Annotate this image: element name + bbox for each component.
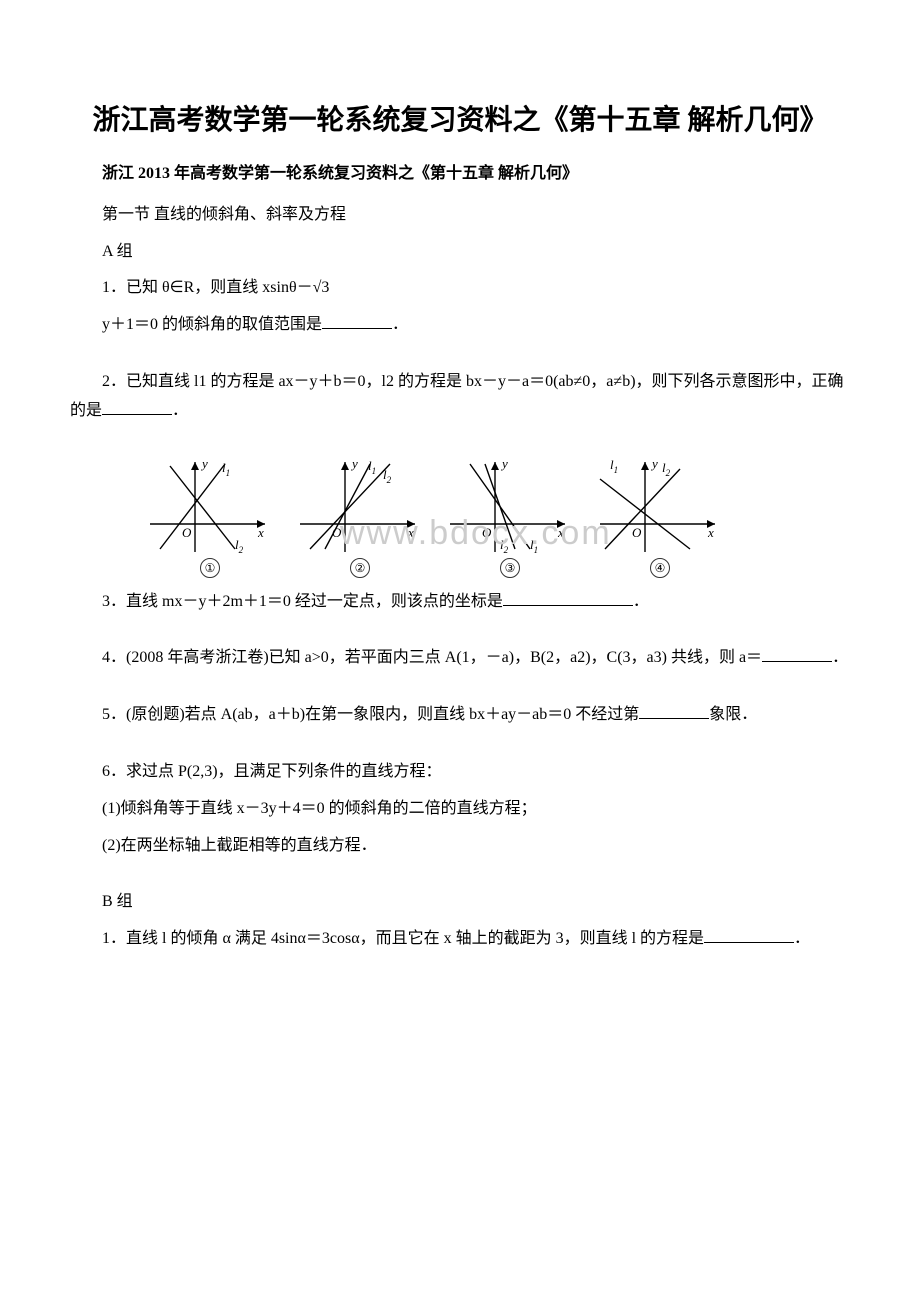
q1-text: y＋1＝0 的倾斜角的取值范围是 <box>102 316 322 333</box>
y-label: y <box>500 456 508 471</box>
qb1-end: ． <box>794 930 810 947</box>
q4-body: 4．(2008 年高考浙江卷)已知 a>0，若平面内三点 A(1，－a)，B(2… <box>102 649 762 666</box>
subfigure-1: y x O l1 l2 ① <box>140 454 280 578</box>
q5-end: 象限． <box>709 706 757 723</box>
question-3: 3．直线 mx－y＋2m＋1＝0 经过一定点，则该点的坐标是 ． <box>70 588 850 617</box>
document-page: 浙江高考数学第一轮系统复习资料之《第十五章 解析几何》 浙江 2013 年高考数… <box>0 0 920 1022</box>
question-6-2-group: (2)在两坐标轴上截距相等的直线方程． <box>70 832 850 861</box>
origin-label: O <box>482 525 492 540</box>
l2-label: l2 <box>383 467 392 485</box>
qb1-body: 1．直线 l 的倾角 α 满足 4sinα＝3cosα，而且它在 x 轴上的截距… <box>102 930 704 947</box>
diagram-3: y x O l2 l1 <box>440 454 580 554</box>
question-2: 2．已知直线 l1 的方程是 ax－y＋b＝0，l2 的方程是 bx－y－a＝0… <box>70 368 850 426</box>
circled-4: ④ <box>650 558 670 578</box>
diagram-4: y x O l1 l2 <box>590 454 730 554</box>
x-label: x <box>407 525 414 540</box>
blank <box>639 702 709 719</box>
y-label: y <box>650 456 658 471</box>
q2-text: 2．已知直线 l1 的方程是 ax－y＋b＝0，l2 的方程是 bx－y－a＝0… <box>70 368 850 426</box>
q3-body: 3．直线 mx－y＋2m＋1＝0 经过一定点，则该点的坐标是 <box>102 593 503 610</box>
diagram-1: y x O l1 l2 <box>140 454 280 554</box>
question-6: 6．求过点 P(2,3)，且满足下列条件的直线方程： <box>70 758 850 787</box>
main-title: 浙江高考数学第一轮系统复习资料之《第十五章 解析几何》 <box>70 100 850 142</box>
l2-label: l2 <box>235 537 244 554</box>
y-label: y <box>350 456 358 471</box>
q3-end: ． <box>633 593 649 610</box>
l1-label: l1 <box>368 458 376 476</box>
section-heading: 第一节 直线的倾斜角、斜率及方程 <box>70 201 850 230</box>
x-label: x <box>557 525 564 540</box>
question-1: 1．已知 θ∈R，则直线 xsinθ－√3 y＋1＝0 的倾斜角的取值范围是 ． <box>70 274 850 340</box>
group-b-label: B 组 <box>70 888 850 917</box>
blank <box>762 645 832 662</box>
origin-label: O <box>632 525 642 540</box>
x-label: x <box>707 525 714 540</box>
q4-text: 4．(2008 年高考浙江卷)已知 a>0，若平面内三点 A(1，－a)，B(2… <box>70 644 850 673</box>
group-a-label: A 组 <box>70 238 850 267</box>
q5-body: 5．(原创题)若点 A(ab，a＋b)在第一象限内，则直线 bx＋ay－ab＝0… <box>102 706 639 723</box>
l2-label: l2 <box>500 537 509 554</box>
origin-label: O <box>182 525 192 540</box>
q1-line2: y＋1＝0 的倾斜角的取值范围是 ． <box>70 311 850 340</box>
q1-line1: 1．已知 θ∈R，则直线 xsinθ－√3 <box>70 274 850 303</box>
l1-label: l1 <box>222 460 230 478</box>
blank <box>503 589 633 606</box>
l1-label: l1 <box>610 457 618 475</box>
q3-text: 3．直线 mx－y＋2m＋1＝0 经过一定点，则该点的坐标是 ． <box>70 588 850 617</box>
blank <box>704 926 794 943</box>
question-b1: 1．直线 l 的倾角 α 满足 4sinα＝3cosα，而且它在 x 轴上的截距… <box>70 925 850 954</box>
subfigure-3: y x O l2 l1 ③ <box>440 454 580 578</box>
y-label: y <box>200 456 208 471</box>
figure-row: www.bdocx.com y x O l1 l2 ① <box>140 454 850 578</box>
circled-1: ① <box>200 558 220 578</box>
blank <box>102 398 172 415</box>
question-6-1: (1)倾斜角等于直线 x－3y＋4＝0 的倾斜角的二倍的直线方程； <box>70 795 850 824</box>
subtitle: 浙江 2013 年高考数学第一轮系统复习资料之《第十五章 解析几何》 <box>70 160 850 189</box>
blank <box>322 312 392 329</box>
diagram-2: y x O l1 l2 <box>290 454 430 554</box>
circled-3: ③ <box>500 558 520 578</box>
origin-label: O <box>332 525 342 540</box>
circled-2: ② <box>350 558 370 578</box>
question-4: 4．(2008 年高考浙江卷)已知 a>0，若平面内三点 A(1，－a)，B(2… <box>70 644 850 673</box>
subfigure-4: y x O l1 l2 ④ <box>590 454 730 578</box>
question-6-2: (2)在两坐标轴上截距相等的直线方程． <box>70 832 850 861</box>
question-5: 5．(原创题)若点 A(ab，a＋b)在第一象限内，则直线 bx＋ay－ab＝0… <box>70 701 850 730</box>
x-label: x <box>257 525 264 540</box>
l2-label: l2 <box>662 460 671 478</box>
q4-end: ． <box>832 649 848 666</box>
q5-text: 5．(原创题)若点 A(ab，a＋b)在第一象限内，则直线 bx＋ay－ab＝0… <box>70 701 850 730</box>
q1-end: ． <box>392 316 408 333</box>
l1-label: l1 <box>530 537 538 554</box>
q2-end: ． <box>172 402 188 419</box>
subfigure-2: y x O l1 l2 ② <box>290 454 430 578</box>
